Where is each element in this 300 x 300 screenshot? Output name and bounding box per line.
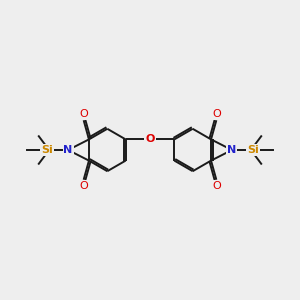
Text: Si: Si: [41, 145, 53, 155]
Text: N: N: [64, 145, 73, 155]
Text: O: O: [79, 181, 88, 191]
Text: N: N: [227, 145, 236, 155]
Text: O: O: [212, 181, 221, 191]
Text: O: O: [212, 109, 221, 119]
Text: O: O: [145, 134, 155, 144]
Text: O: O: [79, 109, 88, 119]
Text: Si: Si: [247, 145, 259, 155]
